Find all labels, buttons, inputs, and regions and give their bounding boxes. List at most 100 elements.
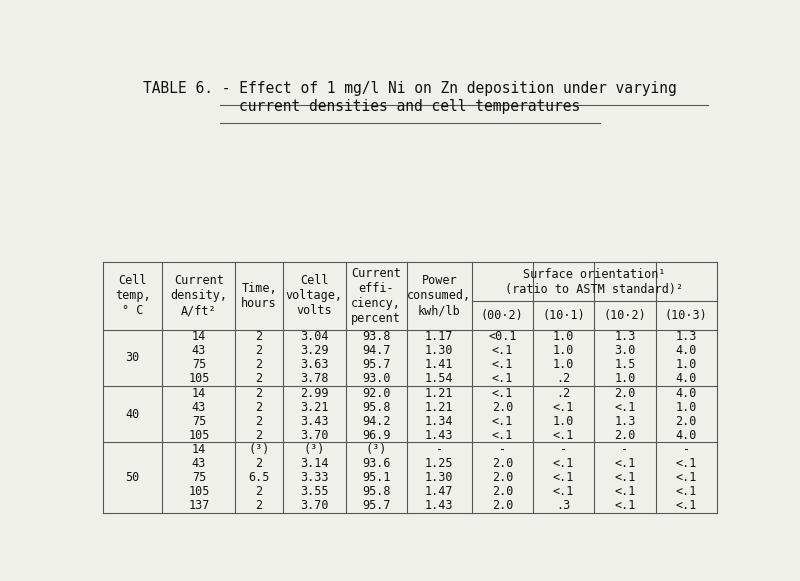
Text: (³): (³)	[249, 443, 270, 456]
Text: <.1: <.1	[492, 386, 513, 400]
Text: <.1: <.1	[614, 457, 636, 470]
Text: 3.33: 3.33	[300, 471, 329, 484]
Text: <.1: <.1	[675, 471, 697, 484]
Text: 75: 75	[192, 415, 206, 428]
Text: <.1: <.1	[675, 457, 697, 470]
Text: 40: 40	[126, 408, 140, 421]
Text: 2: 2	[256, 330, 262, 343]
Text: 94.2: 94.2	[362, 415, 390, 428]
Text: 105: 105	[188, 372, 210, 385]
Text: <0.1: <0.1	[488, 330, 517, 343]
Text: <.1: <.1	[614, 499, 636, 512]
Text: 3.63: 3.63	[300, 358, 329, 371]
Text: .2: .2	[557, 372, 570, 385]
Text: 2: 2	[256, 345, 262, 357]
Text: 1.25: 1.25	[425, 457, 454, 470]
Text: 93.8: 93.8	[362, 330, 390, 343]
Text: 1.54: 1.54	[425, 372, 454, 385]
Text: 1.0: 1.0	[675, 401, 697, 414]
Text: Current
density,
A/ft²: Current density, A/ft²	[170, 274, 227, 317]
Text: 93.0: 93.0	[362, 372, 390, 385]
Text: 4.0: 4.0	[675, 386, 697, 400]
Text: <.1: <.1	[492, 358, 513, 371]
Text: 96.9: 96.9	[362, 429, 390, 442]
Text: 4.0: 4.0	[675, 429, 697, 442]
Text: 2.0: 2.0	[492, 401, 513, 414]
Text: <.1: <.1	[492, 345, 513, 357]
Text: 2: 2	[256, 429, 262, 442]
Text: 2: 2	[256, 401, 262, 414]
Text: TABLE 6. - Effect of 1 mg/l Ni on Zn deposition under varying: TABLE 6. - Effect of 1 mg/l Ni on Zn dep…	[143, 81, 677, 96]
Text: <.1: <.1	[553, 401, 574, 414]
Text: 2: 2	[256, 499, 262, 512]
Text: 105: 105	[188, 429, 210, 442]
Text: 1.43: 1.43	[425, 499, 454, 512]
Text: 1.0: 1.0	[553, 415, 574, 428]
Text: 1.30: 1.30	[425, 345, 454, 357]
Text: 1.0: 1.0	[614, 372, 636, 385]
Text: <.1: <.1	[553, 485, 574, 498]
Text: 94.7: 94.7	[362, 345, 390, 357]
Text: 2: 2	[256, 372, 262, 385]
Text: 3.04: 3.04	[300, 330, 329, 343]
Text: (³): (³)	[303, 443, 325, 456]
Text: 1.3: 1.3	[614, 415, 636, 428]
Text: <.1: <.1	[553, 471, 574, 484]
Text: 93.6: 93.6	[362, 457, 390, 470]
Text: 2.0: 2.0	[492, 485, 513, 498]
Text: Power
consumed,
kwh/lb: Power consumed, kwh/lb	[407, 274, 471, 317]
Text: <.1: <.1	[492, 429, 513, 442]
Text: 1.3: 1.3	[675, 330, 697, 343]
Text: 1.43: 1.43	[425, 429, 454, 442]
Text: 2.0: 2.0	[675, 415, 697, 428]
Text: Time,
hours: Time, hours	[242, 282, 277, 310]
Text: (10·2): (10·2)	[603, 309, 646, 322]
Text: current densities and cell temperatures: current densities and cell temperatures	[239, 99, 581, 114]
Text: 43: 43	[192, 401, 206, 414]
Text: 1.0: 1.0	[553, 358, 574, 371]
Text: 1.21: 1.21	[425, 386, 454, 400]
Text: 2.0: 2.0	[492, 471, 513, 484]
Text: 2: 2	[256, 358, 262, 371]
Text: 95.8: 95.8	[362, 401, 390, 414]
Text: 4.0: 4.0	[675, 372, 697, 385]
Text: 30: 30	[126, 352, 140, 364]
Text: 43: 43	[192, 345, 206, 357]
Text: 2.99: 2.99	[300, 386, 329, 400]
Text: -: -	[498, 443, 506, 456]
Text: 3.55: 3.55	[300, 485, 329, 498]
Text: <.1: <.1	[614, 471, 636, 484]
Text: 2.0: 2.0	[614, 429, 636, 442]
Text: 1.0: 1.0	[553, 345, 574, 357]
Text: 95.7: 95.7	[362, 499, 390, 512]
Text: 3.29: 3.29	[300, 345, 329, 357]
Text: 1.34: 1.34	[425, 415, 454, 428]
Text: 2: 2	[256, 415, 262, 428]
Text: 14: 14	[192, 443, 206, 456]
Text: <.1: <.1	[553, 429, 574, 442]
Text: 75: 75	[192, 358, 206, 371]
Text: (10·1): (10·1)	[542, 309, 585, 322]
Text: 2.0: 2.0	[614, 386, 636, 400]
Text: <.1: <.1	[492, 415, 513, 428]
Text: 1.0: 1.0	[553, 330, 574, 343]
Text: <.1: <.1	[492, 372, 513, 385]
Text: 50: 50	[126, 471, 140, 484]
Text: 95.7: 95.7	[362, 358, 390, 371]
Text: (³): (³)	[366, 443, 387, 456]
Text: <.1: <.1	[614, 401, 636, 414]
Text: 2: 2	[256, 485, 262, 498]
Text: 14: 14	[192, 386, 206, 400]
Text: 3.0: 3.0	[614, 345, 636, 357]
Text: <.1: <.1	[553, 457, 574, 470]
Text: 2: 2	[256, 457, 262, 470]
Text: -: -	[682, 443, 690, 456]
Text: 1.41: 1.41	[425, 358, 454, 371]
Text: Cell
voltage,
volts: Cell voltage, volts	[286, 274, 342, 317]
Text: 105: 105	[188, 485, 210, 498]
Text: 1.17: 1.17	[425, 330, 454, 343]
Text: 6.5: 6.5	[249, 471, 270, 484]
Text: <.1: <.1	[614, 485, 636, 498]
Text: 1.21: 1.21	[425, 401, 454, 414]
Text: 95.1: 95.1	[362, 471, 390, 484]
